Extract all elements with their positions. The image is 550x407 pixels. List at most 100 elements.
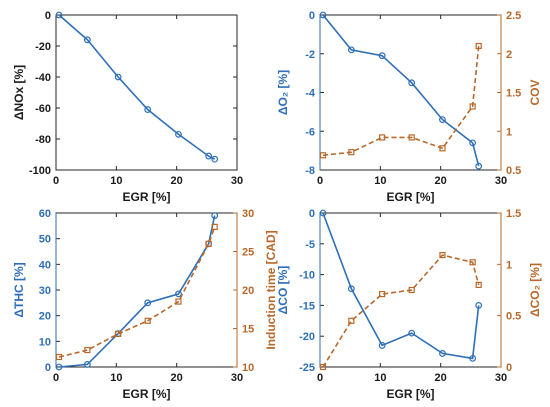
- data-point-circle: [378, 342, 386, 349]
- data-point-square: [439, 145, 446, 152]
- data-point-circle: [475, 302, 483, 309]
- right-y-tick-label: 15: [242, 324, 254, 336]
- y-tick-label: -80: [35, 134, 51, 146]
- x-tick-label: 30: [495, 372, 507, 384]
- data-point-circle: [205, 152, 213, 160]
- data-point-square: [84, 346, 91, 354]
- right-y-tick-label: 2: [506, 49, 512, 61]
- y-tick-label: 10: [39, 336, 51, 348]
- data-point-square: [319, 363, 327, 371]
- data-point-square: [469, 103, 476, 110]
- series-line-2: [322, 45, 480, 157]
- y-tick-label: 0: [309, 208, 315, 220]
- data-point-square: [205, 240, 212, 247]
- data-point-circle: [469, 354, 477, 362]
- series-line-2: [58, 226, 216, 358]
- data-point-square: [144, 317, 151, 324]
- right-y-tick-label: 1: [506, 126, 512, 138]
- right-y-tick-label: 30: [242, 208, 254, 220]
- y-tick-label: 0: [45, 10, 51, 22]
- x-tick-label: 10: [374, 175, 386, 187]
- y-axis-label: ΔO₂ [%]: [276, 70, 290, 115]
- y-tick-label: 0: [309, 10, 315, 22]
- right-y-tick-label: 1: [506, 259, 512, 271]
- data-point-circle: [55, 11, 63, 19]
- right-y-tick-label: 25: [242, 247, 254, 259]
- right-y-tick-label: 20: [242, 285, 254, 297]
- data-point-square: [348, 149, 355, 156]
- x-tick-label: 30: [495, 175, 507, 187]
- series-line-1: [322, 212, 480, 360]
- x-tick-label: 0: [317, 372, 323, 384]
- chart-panel-1: 0 10 20 30 0 -20 -40 -60 -80 -100 EGR [%] ΔNOx [%]: [12, 10, 243, 204]
- series-line-1: [322, 14, 480, 167]
- data-point-circle: [211, 212, 219, 219]
- data-point-circle: [319, 11, 327, 19]
- right-y-tick-label: 0: [506, 362, 512, 374]
- data-point-circle: [378, 52, 386, 60]
- plot-frame: [55, 14, 238, 171]
- data-point-square: [469, 259, 476, 266]
- y-tick-label: -60: [35, 103, 51, 115]
- data-point-square: [439, 251, 446, 259]
- data-point-circle: [439, 350, 446, 357]
- data-point-circle: [144, 299, 152, 307]
- x-tick-label: 10: [110, 175, 122, 187]
- right-y-tick-label: 1.5: [506, 208, 521, 220]
- y-axis-label: ΔNOx [%]: [12, 65, 26, 120]
- series-line-1: [58, 215, 216, 368]
- y-tick-label: -100: [29, 165, 51, 177]
- x-tick-label: 0: [53, 372, 59, 384]
- x-axis-label: EGR [%]: [123, 387, 171, 401]
- data-point-square: [55, 353, 63, 361]
- right-y-axis-label: ΔCO₂ [%]: [528, 263, 542, 317]
- data-point-circle: [347, 46, 355, 54]
- x-axis-label: EGR [%]: [123, 190, 171, 204]
- data-point-circle: [319, 209, 327, 217]
- data-point-square: [379, 291, 386, 298]
- right-y-tick-label: 1.5: [506, 88, 521, 100]
- data-point-circle: [469, 139, 477, 147]
- y-tick-label: 30: [39, 285, 51, 297]
- y-tick-label: 20: [39, 311, 51, 323]
- x-tick-label: 30: [231, 175, 243, 187]
- y-tick-label: -20: [35, 41, 51, 53]
- y-tick-label: -2: [305, 49, 315, 61]
- right-y-axis-label: Induction time [CAD]: [264, 230, 278, 349]
- data-point-square: [475, 42, 482, 50]
- y-tick-label: -6: [305, 126, 315, 138]
- data-point-circle: [211, 155, 219, 163]
- y-tick-label: -8: [305, 165, 315, 177]
- data-point-square: [348, 317, 355, 324]
- y-tick-label: -40: [35, 72, 51, 84]
- y-tick-label: 60: [39, 208, 51, 220]
- y-tick-label: -5: [305, 239, 315, 251]
- data-point-square: [115, 330, 122, 337]
- y-tick-label: -10: [299, 270, 315, 282]
- y-tick-label: 0: [45, 362, 51, 374]
- x-tick-label: 0: [53, 175, 59, 187]
- y-tick-label: -20: [299, 331, 315, 343]
- right-y-tick-label: 2.5: [506, 10, 521, 22]
- data-point-circle: [83, 361, 91, 368]
- data-point-square: [319, 152, 327, 159]
- y-tick-label: -15: [299, 300, 315, 312]
- data-point-square: [408, 286, 415, 294]
- data-point-circle: [475, 162, 483, 170]
- x-tick-label: 20: [171, 175, 183, 187]
- data-point-circle: [439, 116, 446, 124]
- y-tick-label: -4: [305, 88, 316, 100]
- x-tick-label: 20: [171, 372, 183, 384]
- data-point-circle: [408, 79, 416, 87]
- y-tick-label: -25: [299, 362, 315, 374]
- y-axis-label: ΔCO [%]: [276, 266, 290, 315]
- x-tick-label: 10: [110, 372, 122, 384]
- x-tick-label: 20: [435, 372, 447, 384]
- data-point-square: [408, 134, 415, 141]
- y-axis-label: ΔTHC [%]: [12, 262, 26, 317]
- data-point-square: [175, 298, 182, 305]
- data-point-square: [379, 134, 386, 141]
- right-y-axis-label: COV: [528, 79, 542, 105]
- data-point-circle: [175, 130, 182, 138]
